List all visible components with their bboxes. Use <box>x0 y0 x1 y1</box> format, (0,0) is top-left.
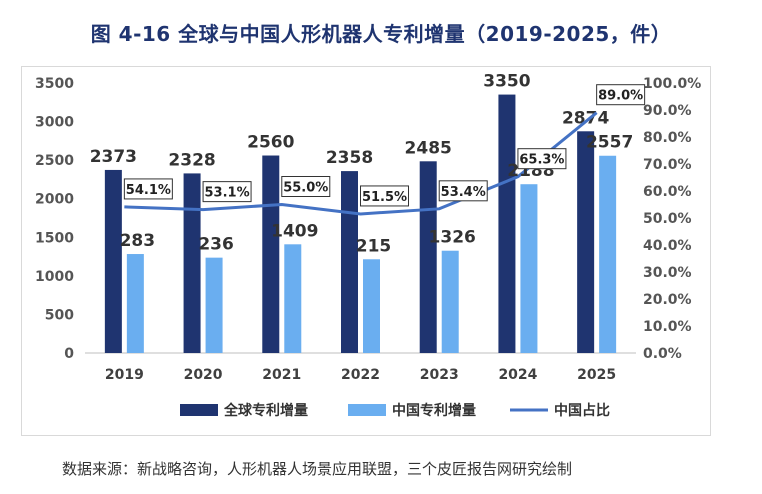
legend-label-china: 中国专利增量 <box>392 402 476 419</box>
bar-china <box>126 254 144 353</box>
bar-global-value-label: 2358 <box>326 148 373 168</box>
y-right-tick-label: 10.0% <box>643 319 692 335</box>
x-tick-label: 2025 <box>577 367 616 383</box>
y-right-tick-label: 80.0% <box>643 130 692 146</box>
x-tick-label: 2020 <box>184 367 223 383</box>
legend-swatch-global <box>180 404 218 416</box>
bar-global-value-label: 2373 <box>90 147 137 167</box>
y-right-tick-label: 90.0% <box>643 103 692 119</box>
y-left-tick-label: 3000 <box>35 115 74 131</box>
bar-china <box>363 259 380 353</box>
line-value-label: 55.0% <box>283 181 328 196</box>
y-right-tick-label: 40.0% <box>643 238 692 254</box>
x-tick-label: 2019 <box>105 367 144 383</box>
legend-label-share: 中国占比 <box>554 402 610 419</box>
bar-china-value-label: 283 <box>120 231 156 251</box>
y-right-tick-label: 30.0% <box>643 265 692 281</box>
y-right-tick-label: 0.0% <box>643 346 682 362</box>
bar-global <box>498 94 516 354</box>
line-value-box <box>281 176 331 197</box>
y-left-tick-label: 2000 <box>35 192 74 208</box>
bar-global <box>419 161 437 353</box>
y-left-tick-label: 1000 <box>35 269 74 285</box>
bar-china <box>599 155 617 353</box>
chart-title: 图 4-16 全球与中国人形机器人专利增量（2019-2025，件） <box>90 22 672 46</box>
chart-frame <box>21 66 711 436</box>
bar-global-value-label: 2485 <box>405 138 452 158</box>
line-value-label: 65.3% <box>519 153 564 168</box>
x-tick-label: 2022 <box>341 367 380 383</box>
line-value-label: 51.5% <box>362 190 407 205</box>
y-right-tick-label: 20.0% <box>643 292 692 308</box>
line-value-label: 53.1% <box>205 186 250 201</box>
line-value-box <box>596 84 646 106</box>
y-right-tick-label: 60.0% <box>643 184 692 200</box>
bar-china-value-label: 215 <box>356 236 392 256</box>
bar-global-value-label: 2560 <box>247 133 294 153</box>
bar-global <box>183 173 201 353</box>
y-right-tick-label: 70.0% <box>643 157 692 173</box>
bar-global <box>341 171 358 353</box>
bar-china-value-label: 1409 <box>271 221 318 241</box>
line-value-box <box>517 148 567 170</box>
y-left-tick-label: 0 <box>64 346 74 362</box>
line-value-box <box>202 181 252 203</box>
x-tick-label: 2021 <box>262 367 301 383</box>
line-china-share <box>124 111 598 216</box>
source-note: 数据来源：新战略咨询，人形机器人场景应用联盟，三个皮匠报告网研究绘制 <box>62 460 573 478</box>
y-right-tick-label: 100.0% <box>643 76 701 92</box>
line-value-box <box>123 178 173 200</box>
bar-china <box>205 257 223 353</box>
line-value-box <box>438 180 488 202</box>
bar-china <box>284 244 302 353</box>
x-tick-label: 2023 <box>420 367 459 383</box>
bar-china <box>441 250 459 353</box>
bar-global <box>577 131 595 353</box>
y-left-tick-label: 2500 <box>35 153 74 169</box>
bar-global <box>104 169 122 353</box>
line-value-label: 54.1% <box>126 183 171 198</box>
y-left-tick-label: 1500 <box>35 230 74 246</box>
line-value-box <box>360 185 409 207</box>
bar-global <box>262 155 280 353</box>
bar-china-value-label: 2557 <box>586 133 633 153</box>
legend-swatch-china <box>348 404 386 416</box>
bar-global-value-label: 2328 <box>168 150 215 170</box>
bar-china-value-label: 236 <box>198 235 234 255</box>
line-value-label: 53.4% <box>441 185 486 200</box>
y-left-tick-label: 3500 <box>35 76 74 92</box>
line-value-label: 89.0% <box>598 89 643 104</box>
bar-china-value-label: 1326 <box>429 228 476 248</box>
y-left-tick-label: 500 <box>45 307 74 323</box>
x-tick-label: 2024 <box>498 367 537 383</box>
bar-global-value-label: 2874 <box>562 108 609 128</box>
bar-global-value-label: 3350 <box>483 72 530 92</box>
bar-china <box>520 184 538 353</box>
y-right-tick-label: 50.0% <box>643 211 692 227</box>
legend-label-global: 全球专利增量 <box>223 402 308 419</box>
